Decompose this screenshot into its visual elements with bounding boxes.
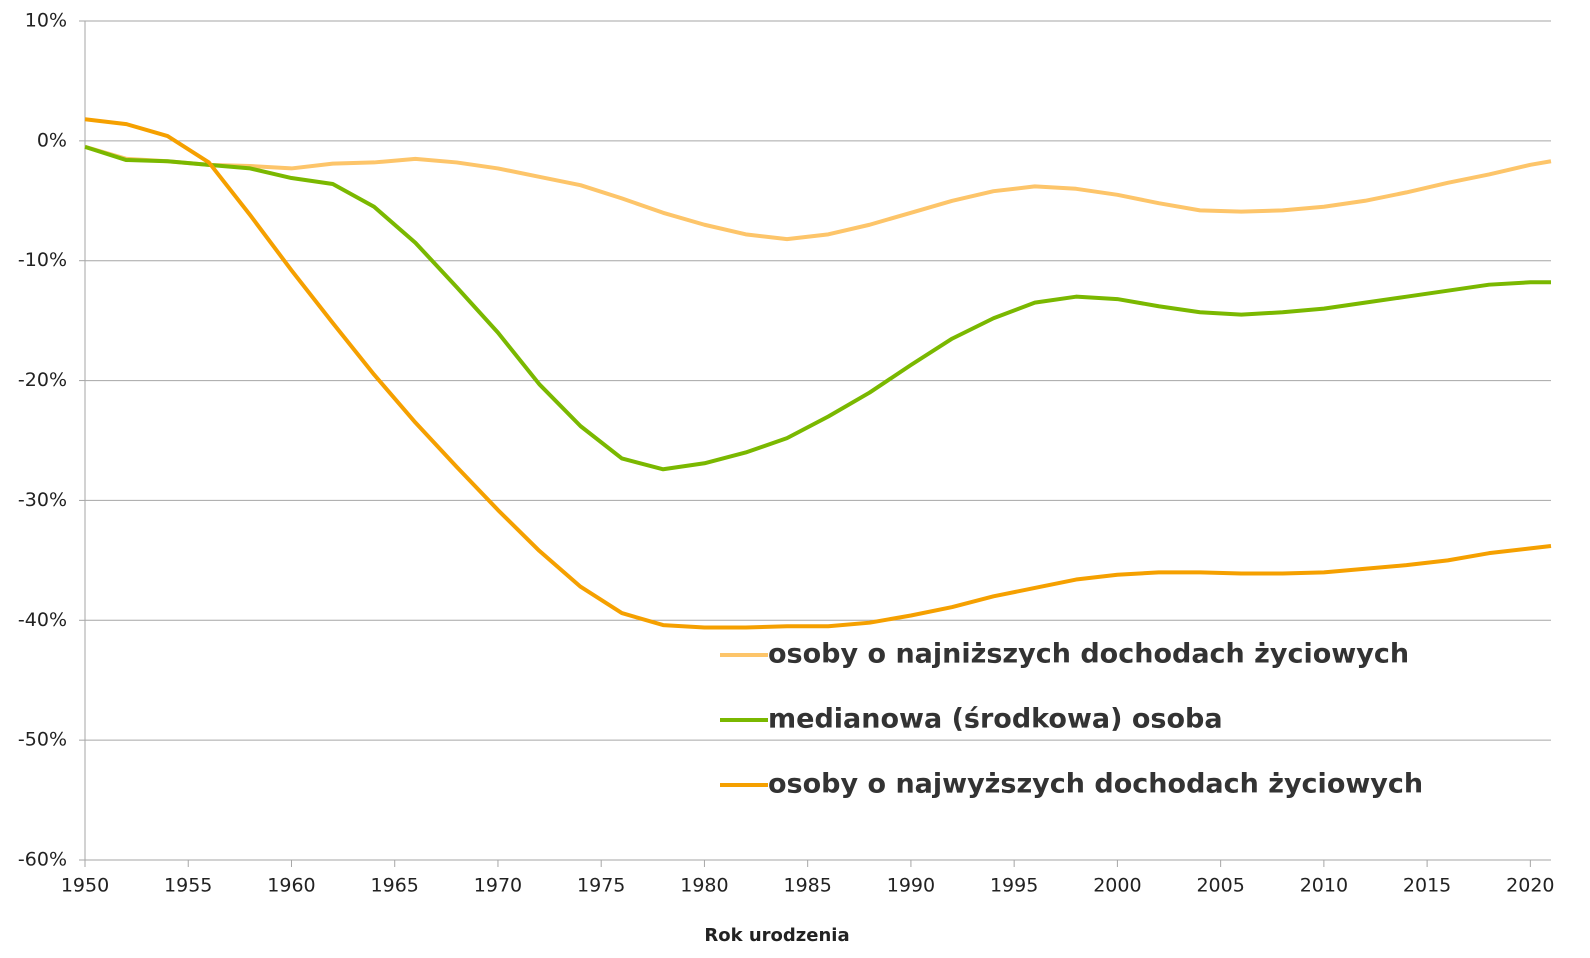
y-tick-label: -50% xyxy=(18,729,67,751)
x-tick-label: 2005 xyxy=(1196,875,1244,897)
y-tick-label: -40% xyxy=(18,609,67,631)
y-tick-label: -30% xyxy=(18,489,67,511)
legend-label: osoby o najniższych dochodach życiowych xyxy=(768,639,1409,670)
x-tick-label: 1955 xyxy=(164,875,212,897)
x-tick-label: 2010 xyxy=(1300,875,1348,897)
x-tick-label: 1980 xyxy=(680,875,728,897)
series-line xyxy=(84,144,1551,472)
x-tick-label: 2020 xyxy=(1506,875,1554,897)
x-tick-label: 1995 xyxy=(990,875,1038,897)
x-tick-label: 1990 xyxy=(887,875,935,897)
legend-label: medianowa (środkowa) osoba xyxy=(768,704,1223,735)
series-line xyxy=(84,117,1552,630)
y-tick-label: -10% xyxy=(18,249,67,271)
legend-label: osoby o najwyższych dochodach życiowych xyxy=(768,769,1423,800)
x-tick-label: 1975 xyxy=(577,875,625,897)
x-tick-label: 2000 xyxy=(1093,875,1141,897)
y-tick-label: 0% xyxy=(37,129,67,151)
x-tick-label: 1960 xyxy=(267,875,315,897)
series-line xyxy=(84,144,1552,242)
x-tick-label: 1985 xyxy=(783,875,831,897)
x-tick-label: 1950 xyxy=(61,875,109,897)
y-tick-label: -20% xyxy=(18,369,67,391)
x-tick-label: 2015 xyxy=(1403,875,1451,897)
y-tick-label: -60% xyxy=(18,849,67,871)
x-axis-label: Rok urodzenia xyxy=(704,925,849,946)
y-tick-label: 10% xyxy=(25,10,67,32)
x-tick-label: 1965 xyxy=(371,875,419,897)
x-tick-label: 1970 xyxy=(474,875,522,897)
